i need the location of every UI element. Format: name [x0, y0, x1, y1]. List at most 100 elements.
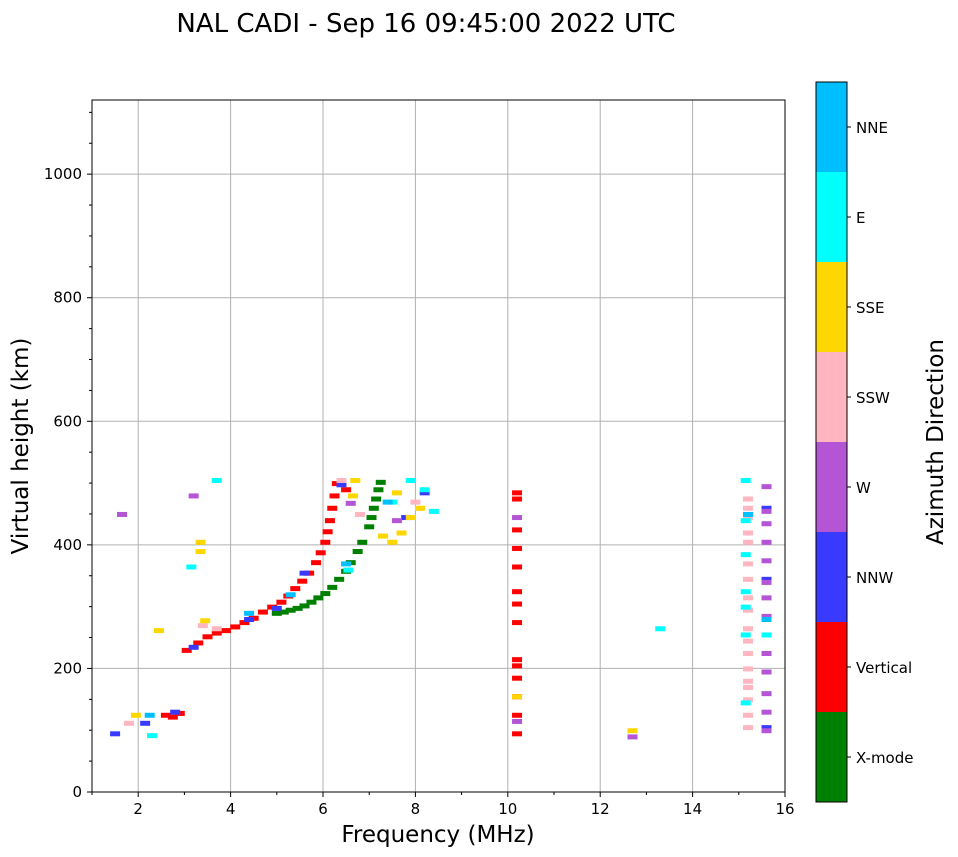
colorbar-tick-label: SSE	[856, 299, 885, 317]
echo-point-nnw	[761, 576, 772, 582]
echo-point-e	[740, 552, 751, 558]
y-tick-label: 600	[53, 412, 82, 430]
y-tick-label: 200	[53, 659, 82, 677]
echo-point-ssw	[743, 539, 754, 545]
x-tick-label: 2	[133, 800, 143, 818]
echo-point-vertical	[276, 599, 287, 605]
echo-point-w	[761, 579, 772, 585]
echo-point-e	[761, 632, 772, 638]
echo-point-ssw	[743, 712, 754, 718]
colorbar-tick-label: W	[856, 479, 871, 497]
echo-point-x-mode	[371, 496, 382, 502]
echo-point-nnw	[299, 570, 310, 576]
echo-point-sse	[153, 628, 164, 634]
echo-point-x-mode	[327, 584, 338, 590]
echo-point-ssw	[743, 650, 754, 656]
plot-frame	[91, 99, 786, 793]
colorbar-tick-label: X-mode	[856, 749, 913, 767]
echo-point-nnw	[419, 490, 430, 496]
colorbar-tick-label: SSW	[856, 389, 890, 407]
echo-point-w	[761, 728, 772, 734]
x-axis: 2 4 6 8 10 12 14 16	[91, 792, 795, 818]
echo-point-w	[117, 511, 128, 517]
echo-point-e	[740, 518, 751, 524]
echo-point-w	[761, 613, 772, 619]
echo-point-e	[740, 589, 751, 595]
echo-point-nnw	[336, 482, 347, 488]
echo-point-x-mode	[320, 591, 331, 597]
echo-point-vertical	[512, 601, 523, 607]
echo-point-ssw	[743, 678, 754, 684]
echo-point-vertical	[311, 560, 322, 566]
echo-point-vertical	[324, 518, 335, 524]
colorbar-segment-x-mode	[816, 712, 847, 802]
echo-point-w	[761, 691, 772, 697]
echo-point-nne	[761, 617, 772, 622]
echo-point-vertical	[230, 624, 241, 630]
x-tick-label: 8	[411, 800, 421, 818]
echo-point-sse	[130, 712, 141, 718]
echo-point-w	[761, 709, 772, 715]
echo-point-ssw	[211, 626, 222, 632]
colorbar-frame	[815, 81, 848, 803]
echo-point-vertical	[290, 586, 301, 592]
echo-point-nne	[285, 592, 296, 598]
echo-point-x-mode	[334, 576, 345, 582]
echo-point-w	[761, 539, 772, 545]
echo-point-sse	[378, 533, 389, 539]
echo-point-w	[761, 558, 772, 564]
echo-point-x-mode	[271, 610, 282, 616]
echo-point-ssw	[743, 515, 754, 521]
x-tick-label: 10	[498, 800, 517, 818]
echo-point-vertical	[512, 496, 523, 502]
echo-point-w	[761, 508, 772, 514]
echo-point-vertical	[297, 578, 308, 584]
echo-point-w	[345, 500, 356, 506]
x-tick-label: 12	[591, 800, 610, 818]
echo-point-ssw	[336, 477, 347, 483]
echo-point-vertical	[315, 550, 326, 556]
data-marks	[110, 477, 772, 740]
echo-point-e	[343, 567, 354, 573]
echo-point-e	[740, 604, 751, 610]
echo-point-nne	[341, 561, 352, 567]
y-tick-label: 800	[53, 289, 82, 307]
echo-point-vertical	[512, 675, 523, 681]
echo-point-nnw	[170, 709, 181, 715]
echo-point-e	[186, 564, 197, 570]
echo-point-nne	[244, 610, 255, 616]
echo-point-e	[740, 477, 751, 483]
echo-point-ssw	[743, 576, 754, 582]
echo-point-ssw	[197, 623, 208, 629]
x-tick-label: 6	[318, 800, 328, 818]
echo-point-vertical	[512, 657, 523, 663]
echo-point-w	[627, 734, 638, 740]
colorbar-segment-nne	[816, 82, 847, 172]
y-tick-label: 1000	[44, 165, 82, 183]
echo-point-w	[761, 650, 772, 656]
echo-point-nnw	[761, 505, 772, 511]
colorbar-tick-label: E	[856, 209, 865, 227]
colorbar-tick-label: Vertical	[856, 659, 912, 677]
colorbar-segment-ssw	[816, 352, 847, 442]
echo-point-ssw	[743, 638, 754, 644]
echo-point-vertical	[257, 609, 268, 615]
echo-point-w	[761, 669, 772, 675]
echo-point-sse	[200, 618, 211, 624]
echo-point-vertical	[329, 493, 340, 499]
echo-point-e	[405, 477, 416, 483]
echo-point-vertical	[239, 620, 250, 626]
echo-point-sse	[396, 530, 407, 536]
echo-point-nnw	[761, 725, 772, 731]
echo-point-nne	[382, 499, 393, 505]
echo-point-sse	[391, 490, 402, 496]
echo-point-w	[761, 521, 772, 527]
echo-point-x-mode	[292, 605, 303, 611]
echo-point-x-mode	[313, 595, 324, 601]
echo-point-sse	[195, 539, 206, 545]
echo-point-ssw	[743, 505, 754, 511]
echo-point-vertical	[202, 634, 213, 640]
echo-point-x-mode	[366, 515, 377, 521]
echo-point-sse	[512, 694, 523, 700]
